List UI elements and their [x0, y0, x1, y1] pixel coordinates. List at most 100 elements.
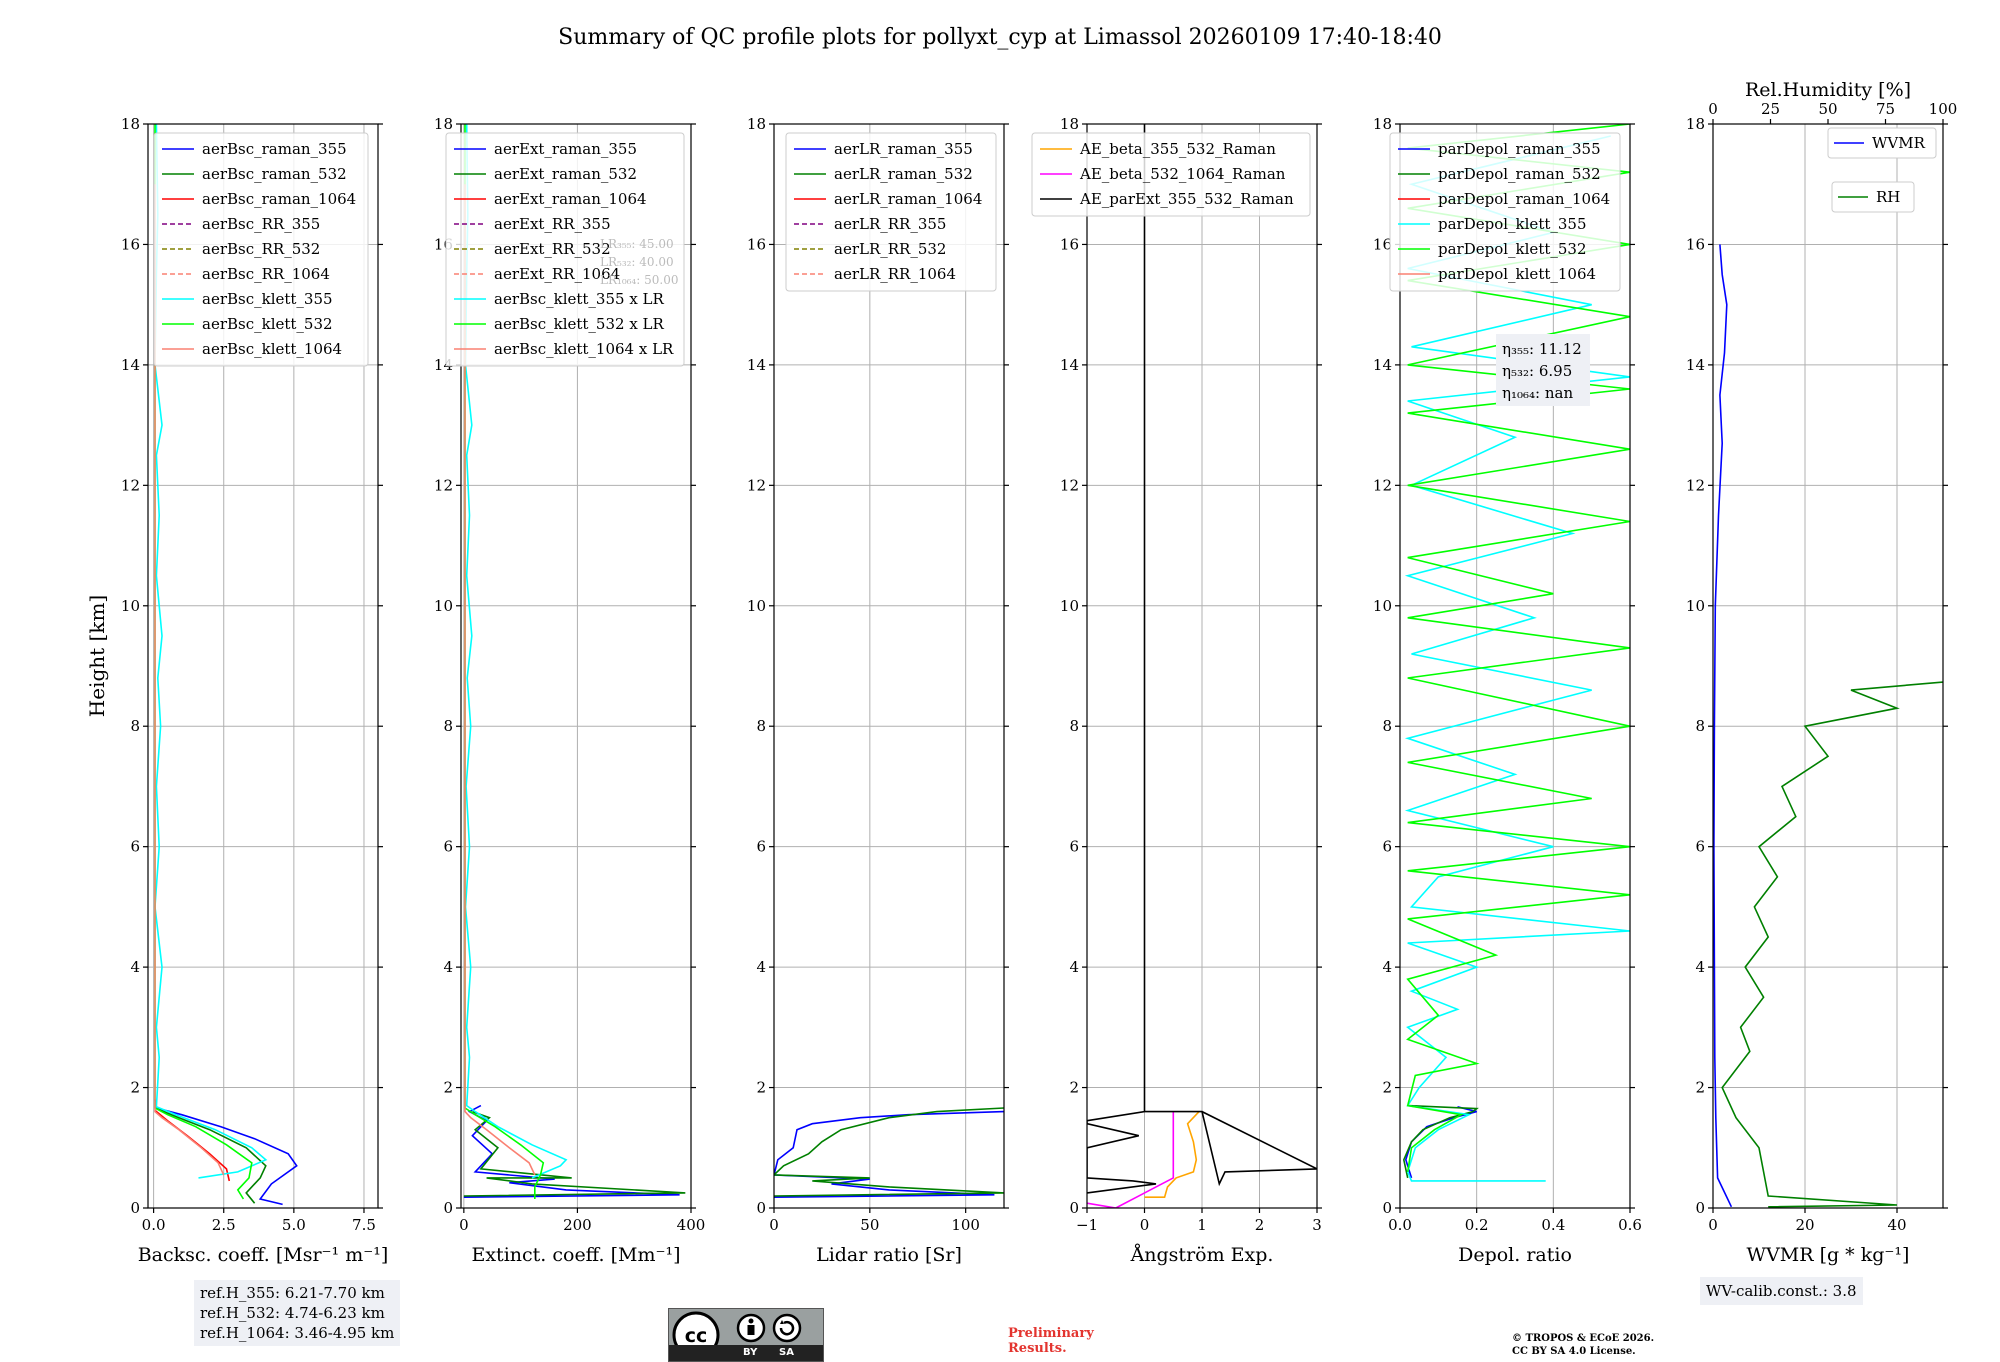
- x-tick-label: 0.4: [1541, 1216, 1565, 1234]
- panel-depol: 0 2 4 6 8 10 12 14 16 18 0.0 0.2 0.4 0.6 Depol. ratio p…: [1373, 115, 1642, 1266]
- cc-sa-label: SA: [779, 1347, 794, 1358]
- series-group-depol: [1402, 124, 1630, 1182]
- x-tick-label: 0: [1708, 1216, 1718, 1234]
- axes-frame-backscatter: [147, 123, 379, 1209]
- cc-icon: cc: [672, 1311, 802, 1345]
- x-tick-label: 50: [860, 1216, 879, 1234]
- lr-label: LR₅₃₂: 40.00: [600, 255, 674, 269]
- preliminary-line-1: Preliminary: [1008, 1326, 1094, 1341]
- x-tick-label: 400: [677, 1216, 706, 1234]
- legend-frame: [1827, 127, 1937, 159]
- y-tick-label: 18: [121, 115, 140, 133]
- y-tick-label: 18: [1373, 115, 1392, 133]
- legend-depol: parDepol_raman_355 parDepol_raman_532 parD…: [1389, 132, 1621, 292]
- series-aerBsc_klett_532: [154, 124, 253, 1200]
- legend-label: aerExt_RR_355: [494, 215, 611, 233]
- x-tick-label: 0: [769, 1216, 779, 1234]
- series-parDepol_klett_532: [1406, 124, 1630, 1173]
- legend-label: aerExt_RR_1064: [494, 265, 620, 283]
- y-tick-label: 0: [1695, 1199, 1705, 1217]
- series-aerLR_raman_532: [774, 1107, 1004, 1197]
- legend-label: AE_beta_532_1064_Raman: [1079, 165, 1286, 183]
- y-tick-label: 10: [1686, 597, 1705, 615]
- y-tick-label: 2: [756, 1079, 766, 1097]
- y-tick-label: 10: [1060, 597, 1079, 615]
- y-tick-label: 12: [434, 476, 453, 494]
- legend-backscatter: aerBsc_raman_355 aerBsc_raman_532 aerBsc_r…: [153, 132, 369, 367]
- legend-label: aerBsc_RR_1064: [202, 265, 330, 283]
- figure-title: Summary of QC profile plots for pollyxt_…: [558, 25, 1442, 50]
- legend-label: parDepol_klett_355: [1438, 215, 1587, 233]
- legend-label: aerExt_raman_532: [494, 165, 637, 183]
- y-tick-label: 14: [747, 356, 766, 374]
- legend-label: aerExt_raman_355: [494, 140, 637, 158]
- y-tick-label: 4: [756, 958, 766, 976]
- x-tick-label: 200: [563, 1216, 592, 1234]
- y-tick-label: 12: [1373, 476, 1392, 494]
- top-x-tick-label: 50: [1818, 100, 1837, 118]
- series-RH: [1721, 681, 1943, 1208]
- x-axis-label-lidar_ratio: Lidar ratio [Sr]: [816, 1244, 962, 1266]
- legend-label: aerBsc_raman_355: [202, 140, 347, 158]
- y-tick-label: 2: [443, 1079, 453, 1097]
- y-tick-label: 4: [1069, 958, 1079, 976]
- wv-calib-const: WV-calib.const.: 3.8: [1706, 1282, 1857, 1300]
- y-tick-label: 16: [747, 235, 766, 253]
- x-axis-label-backscatter: Backsc. coeff. [Msr⁻¹ m⁻¹]: [138, 1244, 389, 1266]
- legend-label: aerLR_raman_355: [834, 140, 973, 158]
- y-tick-label: 2: [1382, 1079, 1392, 1097]
- y-tick-label: 4: [130, 958, 140, 976]
- y-tick-label: 0: [443, 1199, 453, 1217]
- y-tick-label: 6: [1695, 838, 1705, 856]
- series-WVMR: [1713, 244, 1733, 1208]
- top-x-tick-label: 0: [1708, 100, 1718, 118]
- axes-frame-lidar_ratio: [773, 123, 1005, 1209]
- legend-label: aerBsc_klett_1064: [202, 340, 342, 358]
- y-tick-label: 16: [1686, 235, 1705, 253]
- copyright-line-1: © TROPOS & ECoE 2026.: [1512, 1333, 1655, 1344]
- axes-frame-extinction: [460, 123, 692, 1209]
- x-axis-label-angstrom: Ångström Exp.: [1130, 1244, 1274, 1266]
- x-tick-label: 0.0: [142, 1216, 166, 1234]
- series-aerBsc_klett_1064: [154, 184, 225, 1176]
- y-tick-label: 6: [1069, 838, 1079, 856]
- y-tick-label: 12: [121, 476, 140, 494]
- y-tick-label: 18: [747, 115, 766, 133]
- series-AE_beta_355_532_Raman: [1144, 1111, 1200, 1198]
- y-tick-label: 4: [1382, 958, 1392, 976]
- x-tick-label: 2: [1255, 1216, 1265, 1234]
- legend-label: RH: [1876, 188, 1900, 206]
- lr-label: LR₃₅₅: 45.00: [600, 237, 674, 251]
- x-axis-label-extinction: Extinct. coeff. [Mm⁻¹]: [471, 1244, 680, 1266]
- series-AE_beta_532_1064_Raman: [1087, 1111, 1175, 1208]
- y-tick-label: 18: [434, 115, 453, 133]
- legend-frame: [1389, 132, 1621, 292]
- x-tick-label: 0.0: [1388, 1216, 1412, 1234]
- copyright-notice: © TROPOS & ECoE 2026. CC BY SA 4.0 Licen…: [1512, 1332, 1654, 1358]
- svg-text:cc: cc: [685, 1325, 708, 1345]
- legend-label: parDepol_klett_1064: [1438, 265, 1596, 283]
- legend-frame: [785, 132, 997, 292]
- y-tick-label: 10: [434, 597, 453, 615]
- series-group-lidar_ratio: [774, 1107, 1004, 1198]
- series-aerExt_raman_532: [463, 1110, 686, 1197]
- legend-label: aerBsc_klett_355: [202, 290, 333, 308]
- x-tick-label: 0: [1140, 1216, 1150, 1234]
- y-tick-label: 10: [747, 597, 766, 615]
- legend-label: parDepol_raman_1064: [1438, 190, 1610, 208]
- x-tick-label: 20: [1795, 1216, 1814, 1234]
- series-parDepol_raman_355: [1404, 1106, 1477, 1179]
- legend-label: aerLR_RR_355: [834, 215, 946, 233]
- series-aerBsc_klett_355: [154, 124, 268, 1179]
- x-axis-label-wvmr: WVMR [g * kg⁻¹]: [1747, 1244, 1910, 1266]
- y-axis-label: Height [km]: [85, 595, 109, 717]
- y-tick-label: 16: [1373, 235, 1392, 253]
- y-tick-label: 8: [1382, 717, 1392, 735]
- legend-extinction: aerExt_raman_355 aerExt_raman_532 aerExt_r…: [445, 132, 685, 367]
- y-tick-label: 16: [121, 235, 140, 253]
- x-axis-label-depol: Depol. ratio: [1458, 1244, 1572, 1266]
